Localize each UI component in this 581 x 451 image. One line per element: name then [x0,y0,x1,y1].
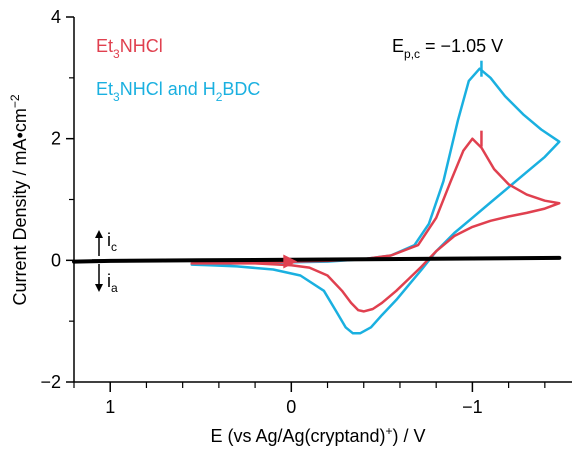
y-tick-label: 0 [51,250,61,270]
y-tick-label: −2 [40,372,61,392]
x-tick-label: 0 [286,397,296,417]
peak-potential-annotation: Ep,c = −1.05 V [392,36,503,61]
ia-label: ia [107,271,118,295]
series-et3nhcl-curve [190,137,561,313]
series-et3nhcl-h2bdc-curve [190,67,561,335]
y-tick-label: 2 [51,129,61,149]
current-direction-indicator: ic ia [92,230,118,295]
x-tick-label: −1 [462,397,483,417]
ticks-group: −2 0 2 4 1 0 −1 [40,7,546,417]
scan-direction-arrow [283,254,298,269]
x-axis-title: E (vs Ag/Ag(cryptand)+) / V [210,424,425,446]
y-tick-label: 4 [51,7,61,27]
ic-label: ic [107,230,117,254]
ic-arrow-head [95,230,103,238]
y-axis-title: Current Density / mA•cm−2 [8,94,30,305]
axes-group [73,17,572,383]
series-group [72,60,562,335]
x-tick-label: 1 [105,397,115,417]
legend-series-2: Et3NHCl and H2BDC [96,79,260,104]
legend-series-1: Et3NHCl [96,36,163,61]
series-blank-curve [72,255,562,264]
ia-arrow-head [95,284,103,292]
